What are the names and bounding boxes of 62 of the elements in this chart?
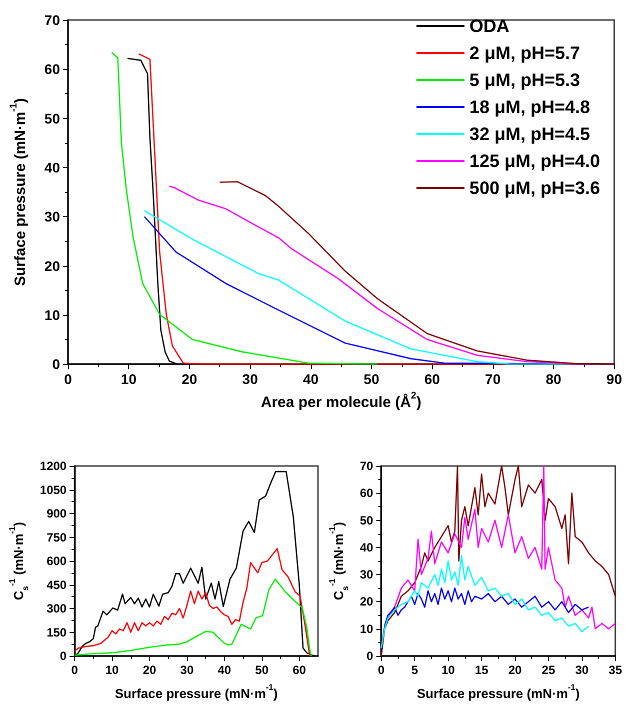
legend-label: 500 μM, pH=3.6 [469,178,600,198]
x-tick-label: 30 [242,371,258,388]
y-tick-label: 300 [46,602,67,616]
y-tick-label: 60 [360,486,374,500]
x-tick-label: 20 [182,371,198,388]
legend-label: 5 μM, pH=5.3 [469,70,580,90]
x-tick-label: 20 [142,663,156,677]
y-tick-label: 60 [44,61,60,78]
y-tick-label: 0 [60,649,67,663]
x-tick-label: 60 [292,663,306,677]
y-tick-label: 20 [360,594,374,609]
legend-label: 18 μM, pH=4.8 [469,97,590,117]
x-tick-label: 60 [424,371,440,388]
x-tick-label: 80 [546,371,562,388]
y-tick-label: 70 [360,459,374,473]
y-tick-label: 50 [360,513,374,528]
x-tick-label: 10 [120,371,137,388]
y-axis-title: Cs-1 (mN·m-1) [7,522,30,600]
x-tick-label: 5 [411,663,418,677]
y-tick-label: 30 [360,568,374,582]
legend-label: 32 μM, pH=4.5 [469,124,590,144]
y-tick-label: 900 [46,506,67,520]
x-tick-label: 0 [71,663,78,677]
y-tick-label: 1050 [40,482,67,497]
y-tick-label: 10 [360,622,374,636]
line-series [74,548,310,657]
y-tick-label: 20 [44,258,60,274]
y-tick-label: 750 [46,530,67,544]
x-tick-label: 10 [441,663,456,677]
y-axis-title: Cs-1 (mN·m-1) [327,522,350,600]
x-tick-label: 40 [218,663,232,677]
x-tick-label: 30 [180,663,194,677]
y-tick-label: 0 [366,649,374,663]
line-series [380,587,590,652]
x-tick-label: 35 [608,663,622,677]
x-tick-label: 70 [485,371,501,388]
x-tick-label: 25 [542,663,556,677]
y-tick-label: 70 [44,12,60,28]
x-tick-label: 0 [378,663,385,677]
legend-label: ODA [469,16,510,36]
x-tick-label: 40 [302,371,319,388]
y-tick-label: 40 [44,159,60,176]
y-tick-label: 450 [46,578,67,592]
x-tick-label: 50 [255,663,269,677]
legend-label: 125 μM, pH=4.0 [469,151,600,171]
line-series [380,554,590,649]
y-tick-label: 30 [44,208,60,225]
x-tick-label: 10 [105,663,120,677]
y-tick-label: 10 [44,306,60,323]
x-tick-label: 30 [575,663,589,677]
x-tick-label: 20 [508,663,522,677]
y-tick-label: 1200 [40,459,67,473]
y-tick-label: 600 [46,554,67,568]
x-tick-label: 15 [474,663,489,677]
x-tick-label: 90 [606,371,622,388]
y-tick-label: 0 [52,356,60,372]
line-series [74,578,312,657]
y-tick-label: 40 [360,540,374,554]
y-axis-title: Surface pressure (mN·m-1) [8,98,29,286]
legend-label: 2 μM, pH=5.7 [469,43,580,63]
y-tick-label: 50 [44,110,60,126]
y-tick-label: 150 [46,625,67,640]
